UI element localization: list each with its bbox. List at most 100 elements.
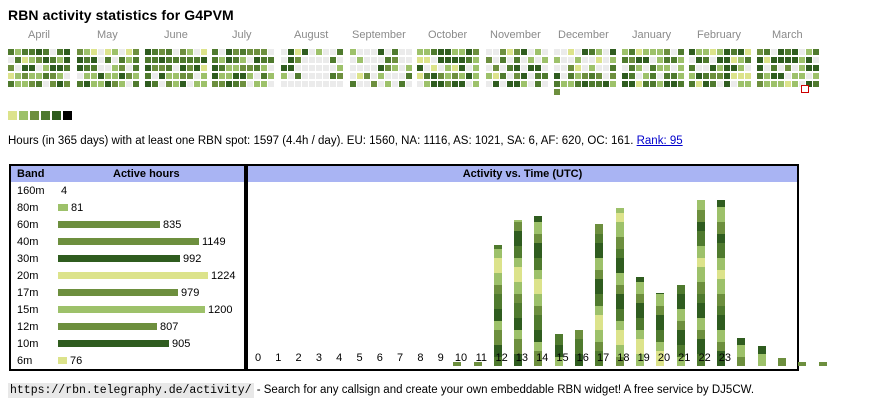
heatmap-cell[interactable] (486, 65, 492, 71)
heatmap-cell[interactable] (650, 49, 656, 55)
heatmap-cell[interactable] (629, 81, 635, 87)
heatmap-cell[interactable] (145, 73, 151, 79)
heatmap-cell[interactable] (77, 81, 83, 87)
heatmap-cell[interactable] (486, 57, 492, 63)
heatmap-cell[interactable] (778, 81, 784, 87)
heatmap-cell[interactable] (173, 65, 179, 71)
heatmap-cell[interactable] (575, 49, 581, 55)
heatmap-cell[interactable] (371, 65, 377, 71)
heatmap-cell[interactable] (636, 49, 642, 55)
heatmap-cell[interactable] (799, 49, 805, 55)
heatmap-cell[interactable] (91, 65, 97, 71)
heatmap-cell[interactable] (385, 65, 391, 71)
heatmap-cell[interactable] (357, 57, 363, 63)
heatmap-cell[interactable] (554, 89, 560, 95)
heatmap-cell[interactable] (126, 73, 132, 79)
heatmap-cell[interactable] (350, 73, 356, 79)
heatmap-cell[interactable] (542, 73, 548, 79)
heatmap-cell[interactable] (119, 81, 125, 87)
heatmap-cell[interactable] (438, 81, 444, 87)
heatmap-cell[interactable] (493, 65, 499, 71)
heatmap-cell[interactable] (98, 49, 104, 55)
heatmap-cell[interactable] (36, 73, 42, 79)
heatmap-cell[interactable] (378, 49, 384, 55)
heatmap-cell[interactable] (406, 65, 412, 71)
heatmap-cell[interactable] (459, 57, 465, 63)
heatmap-cell[interactable] (371, 49, 377, 55)
heatmap-cell[interactable] (731, 57, 737, 63)
heatmap-cell[interactable] (507, 57, 513, 63)
heatmap-cell[interactable] (535, 57, 541, 63)
heatmap-cell[interactable] (657, 73, 663, 79)
heatmap-cell[interactable] (392, 65, 398, 71)
heatmap-cell[interactable] (582, 57, 588, 63)
heatmap-cell[interactable] (771, 73, 777, 79)
heatmap-cell[interactable] (159, 81, 165, 87)
heatmap-cell[interactable] (561, 65, 567, 71)
heatmap-cell[interactable] (187, 57, 193, 63)
heatmap-cell[interactable] (703, 65, 709, 71)
heatmap-cell[interactable] (636, 57, 642, 63)
heatmap-cell[interactable] (43, 81, 49, 87)
heatmap-cell[interactable] (689, 57, 695, 63)
heatmap-cell[interactable] (261, 73, 267, 79)
heatmap-cell[interactable] (392, 49, 398, 55)
heatmap-cell[interactable] (731, 49, 737, 55)
heatmap-cell[interactable] (493, 57, 499, 63)
heatmap-cell[interactable] (281, 57, 287, 63)
heatmap-cell[interactable] (745, 65, 751, 71)
heatmap-cell[interactable] (806, 65, 812, 71)
heatmap-cell[interactable] (710, 57, 716, 63)
heatmap-cell[interactable] (622, 57, 628, 63)
heatmap-cell[interactable] (445, 73, 451, 79)
heatmap-cell[interactable] (77, 49, 83, 55)
heatmap-cell[interactable] (240, 65, 246, 71)
heatmap-cell[interactable] (689, 49, 695, 55)
heatmap-cell[interactable] (112, 65, 118, 71)
heatmap-cell[interactable] (696, 65, 702, 71)
heatmap-cell[interactable] (596, 81, 602, 87)
heatmap-cell[interactable] (22, 73, 28, 79)
heatmap-cell[interactable] (240, 81, 246, 87)
heatmap-cell[interactable] (15, 57, 21, 63)
heatmap-cell[interactable] (98, 81, 104, 87)
heatmap-cell[interactable] (364, 49, 370, 55)
heatmap-cell[interactable] (302, 65, 308, 71)
heatmap-cell[interactable] (330, 73, 336, 79)
heatmap-cell[interactable] (187, 65, 193, 71)
heatmap-cell[interactable] (57, 81, 63, 87)
heatmap-cell[interactable] (738, 49, 744, 55)
heatmap-cell[interactable] (757, 49, 763, 55)
heatmap-cell[interactable] (316, 57, 322, 63)
heatmap-cell[interactable] (119, 73, 125, 79)
heatmap-cell[interactable] (112, 57, 118, 63)
heatmap-cell[interactable] (466, 57, 472, 63)
heatmap-cell[interactable] (771, 65, 777, 71)
heatmap-cell[interactable] (596, 73, 602, 79)
heatmap-cell[interactable] (145, 57, 151, 63)
heatmap-cell[interactable] (240, 57, 246, 63)
heatmap-cell[interactable] (201, 49, 207, 55)
heatmap-cell[interactable] (399, 49, 405, 55)
heatmap-cell[interactable] (43, 57, 49, 63)
heatmap-cell[interactable] (145, 81, 151, 87)
heatmap-cell[interactable] (91, 81, 97, 87)
heatmap-cell[interactable] (173, 73, 179, 79)
heatmap-cell[interactable] (596, 49, 602, 55)
heatmap-cell[interactable] (764, 81, 770, 87)
heatmap-cell[interactable] (466, 81, 472, 87)
heatmap-cell[interactable] (603, 57, 609, 63)
heatmap-cell[interactable] (785, 65, 791, 71)
heatmap-cell[interactable] (650, 65, 656, 71)
heatmap-cell[interactable] (323, 57, 329, 63)
heatmap-cell[interactable] (119, 57, 125, 63)
heatmap-cell[interactable] (399, 81, 405, 87)
heatmap-cell[interactable] (757, 73, 763, 79)
heatmap-cell[interactable] (486, 73, 492, 79)
heatmap-cell[interactable] (459, 73, 465, 79)
heatmap-cell[interactable] (738, 73, 744, 79)
heatmap-cell[interactable] (629, 57, 635, 63)
heatmap-cell[interactable] (785, 49, 791, 55)
heatmap-cell[interactable] (98, 73, 104, 79)
heatmap-cell[interactable] (799, 81, 805, 87)
